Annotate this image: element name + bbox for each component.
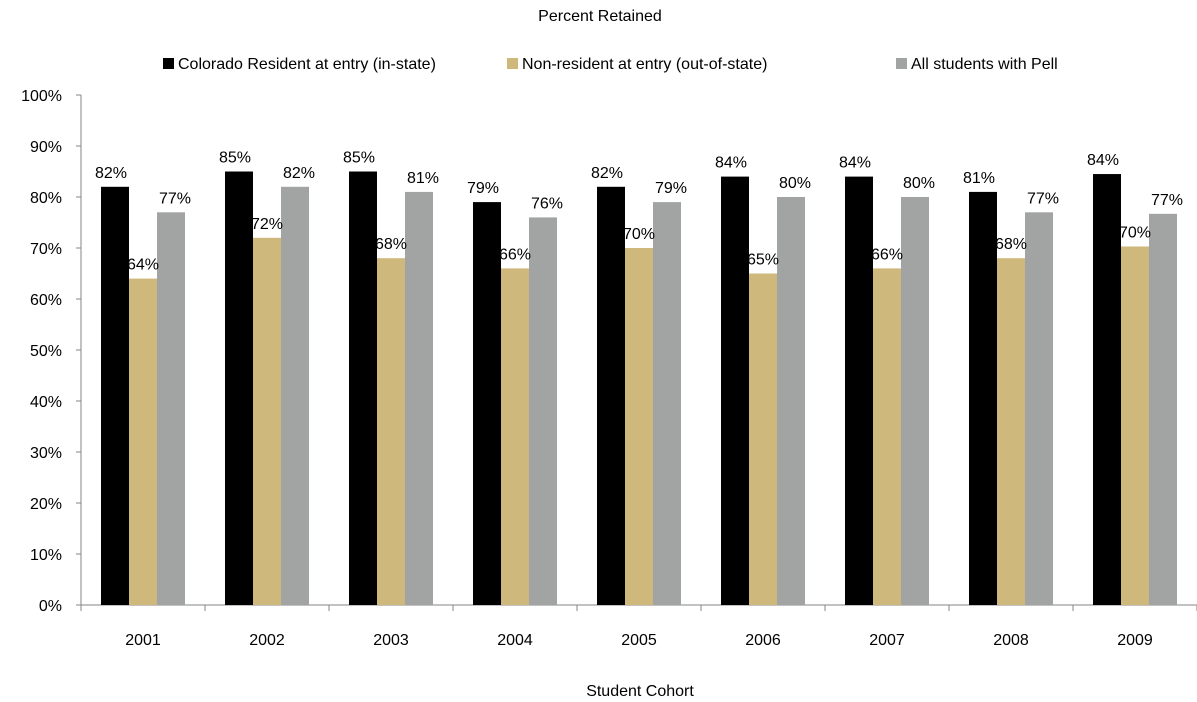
chart-title: Percent Retained	[538, 8, 662, 25]
x-tick-label: 2009	[1117, 632, 1153, 649]
data-label: 77%	[1027, 190, 1059, 207]
data-label: 80%	[779, 175, 811, 192]
y-tick-label: 20%	[30, 496, 62, 513]
y-tick-label: 30%	[30, 445, 62, 462]
bar	[721, 176, 749, 605]
x-tick-label: 2003	[373, 632, 409, 649]
data-label: 79%	[467, 180, 499, 197]
y-tick-label: 40%	[30, 394, 62, 411]
legend-swatch	[507, 58, 518, 69]
data-labels: 82% 85% 85% 79% 82% 84% 84% 81% 84% 64% 72% 68% 66% 7…	[95, 150, 1183, 274]
x-tick-label: 2008	[993, 632, 1029, 649]
y-tick-label: 90%	[30, 139, 62, 156]
x-tick-label: 2007	[869, 632, 905, 649]
bar	[473, 202, 501, 605]
legend-label: Non-resident at entry (out-of-state)	[522, 56, 767, 73]
bar	[1025, 212, 1053, 606]
data-label: 65%	[747, 252, 779, 269]
y-tick-label: 80%	[30, 190, 62, 207]
bar	[157, 212, 185, 606]
data-label: 81%	[963, 170, 995, 187]
x-tick-label: 2005	[621, 632, 657, 649]
bar	[529, 217, 557, 605]
data-label: 85%	[343, 150, 375, 167]
x-tick-label: 2006	[745, 632, 781, 649]
data-label: 80%	[903, 175, 935, 192]
legend-swatch	[896, 58, 907, 69]
data-label: 77%	[1151, 192, 1183, 209]
data-label: 66%	[499, 246, 531, 263]
legend-label: All students with Pell	[911, 56, 1058, 73]
bar	[281, 186, 309, 606]
bar	[1149, 213, 1177, 605]
x-tick-label: 2004	[497, 632, 533, 649]
bar	[405, 191, 433, 605]
bar	[501, 268, 529, 605]
bar	[845, 176, 873, 605]
legend-label: Colorado Resident at entry (in-state)	[178, 56, 436, 73]
y-tick-label: 100%	[21, 88, 62, 105]
bar	[225, 171, 253, 605]
y-tick-label: 10%	[30, 547, 62, 564]
bar	[873, 268, 901, 605]
y-tick-label: 0%	[39, 598, 62, 615]
bars	[101, 171, 1177, 606]
data-label: 66%	[871, 246, 903, 263]
data-label: 81%	[407, 170, 439, 187]
y-tick-label: 50%	[30, 343, 62, 360]
y-axis: 0% 10% 20% 30% 40% 50% 60% 70% 80% 90% 100%	[21, 88, 82, 615]
bar	[349, 171, 377, 605]
data-label: 77%	[159, 190, 191, 207]
legend-swatch	[163, 58, 174, 69]
x-tick-label: 2002	[249, 632, 285, 649]
bar	[1093, 174, 1121, 606]
bar	[749, 273, 777, 605]
data-label: 72%	[251, 216, 283, 233]
bar	[253, 237, 281, 606]
bar	[129, 278, 157, 605]
data-label: 82%	[591, 165, 623, 182]
bar	[597, 186, 625, 606]
data-label: 85%	[219, 150, 251, 167]
bar	[997, 258, 1025, 605]
bar	[377, 258, 405, 605]
data-label: 84%	[1087, 152, 1119, 169]
data-label: 84%	[839, 155, 871, 172]
x-axis-title: Student Cohort	[586, 683, 694, 700]
data-label: 84%	[715, 155, 747, 172]
data-label: 76%	[531, 195, 563, 212]
data-label: 82%	[283, 165, 315, 182]
bar	[1121, 246, 1149, 605]
bar	[101, 186, 129, 606]
bar	[625, 248, 653, 605]
legend: Colorado Resident at entry (in-state) Non…	[163, 56, 1058, 73]
bar	[969, 191, 997, 605]
data-label: 82%	[95, 165, 127, 182]
bar	[901, 197, 929, 605]
x-axis: 2001 2002 2003 2004 2005 2006 2007 2008 2009	[80, 604, 1197, 649]
data-label: 70%	[623, 226, 655, 243]
y-tick-label: 70%	[30, 241, 62, 258]
data-label: 68%	[375, 236, 407, 253]
data-label: 64%	[127, 257, 159, 274]
x-tick-label: 2001	[125, 632, 161, 649]
data-label: 79%	[655, 180, 687, 197]
data-label: 68%	[995, 236, 1027, 253]
data-label: 70%	[1119, 224, 1151, 241]
bar	[653, 202, 681, 605]
bar	[777, 197, 805, 605]
y-tick-label: 60%	[30, 292, 62, 309]
